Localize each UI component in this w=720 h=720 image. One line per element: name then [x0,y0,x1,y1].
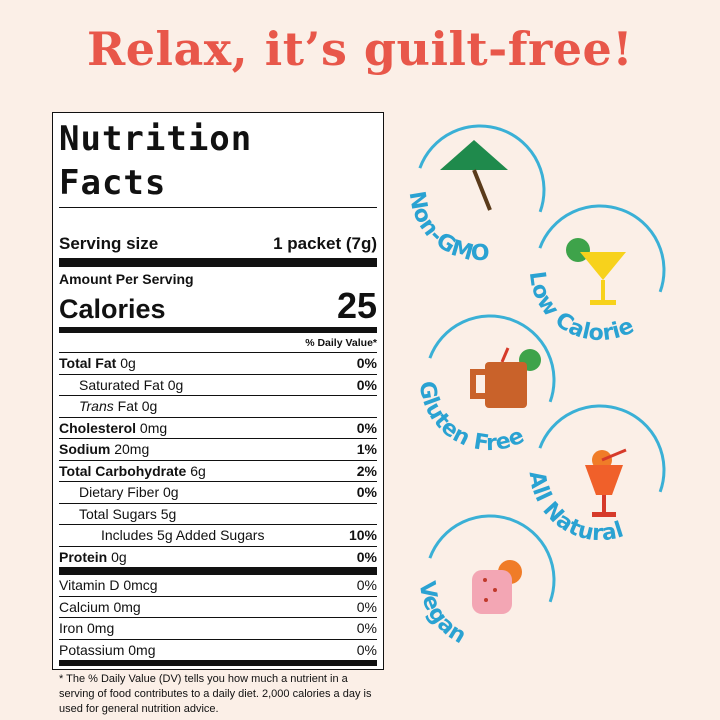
serving-value: 1 packet (7g) [273,234,377,253]
vitamin-row: Calcium 0mg 0% [59,597,377,618]
badge-text: Low Calorie [524,270,638,346]
nutrient-name: Total Carbohydrate [59,462,187,479]
nutrient-dv: 1% [356,441,377,457]
badge-arc [538,404,666,493]
nutrient-dv: 0% [356,355,377,371]
nutrient-dv: 0% [356,376,377,393]
serving-label: Serving size [59,234,159,253]
vitamin-dv: 0% [356,577,377,593]
dv-header: % Daily Value* [59,333,377,353]
nutrient-amount: 0mg [139,419,168,436]
nutrient-dv: 0% [356,419,377,436]
badge-label: Vegan [414,580,471,649]
calories-label: Calories [59,294,166,324]
footnote: * The % Daily Value (DV) tells you how m… [59,673,372,715]
mug-icon [470,347,541,408]
amount-per-serving: Amount Per Serving [59,271,194,287]
nutrition-label: Nutrition Facts Serving size 1 packet (7… [52,112,384,715]
vitamin-name: Iron 0mg [59,620,115,636]
cocktail-icon [585,448,627,517]
nutrient-name: Sodium [59,441,111,457]
badge-arc [428,514,556,603]
vitamin-name: Vitamin D 0mcg [59,577,158,593]
nutrient-row: Cholesterol 0mg 0% [59,418,377,439]
badge-arc [428,314,556,403]
calories-value: 25 [336,285,377,326]
nutrient-row: Includes 5g Added Sugars 10% [59,525,377,547]
nutrient-row: Total Sugars 5g [59,504,377,525]
nutrient-name: Protein [59,548,108,565]
nutrient-dv: 10% [348,527,377,543]
vitamin-dv: 0% [356,620,377,636]
nutrient-name: Total Sugars 5g [79,505,177,522]
badge-label: Low Calorie [524,270,638,346]
nutrient-name: Fat 0g [117,398,158,414]
nutrient-row: Saturated Fat 0g 0% [59,375,377,396]
vitamin-row: Potassium 0mg 0% [59,640,377,666]
nutrient-name: Total Fat [59,355,117,371]
nutrient-row: Sodium 20mg 1% [59,439,377,461]
nutrient-name: Cholesterol [59,419,137,436]
nutrient-amount: 20mg [114,441,150,457]
nutrient-amount: 6g [190,462,206,479]
serving-row: Serving size 1 packet (7g) [59,234,377,267]
vitamin-name: Calcium 0mg [59,598,141,615]
nutrient-dv: 0% [356,484,377,500]
nutrient-dv: 2% [356,462,377,479]
nutrient-row: Total Carbohydrate 6g 2% [59,461,377,482]
pink-drink-icon [472,560,522,614]
nutrient-row: Dietary Fiber 0g 0% [59,482,377,504]
nutrient-row: Trans Fat 0g [59,396,377,418]
vitamin-row: Vitamin D 0mcg 0% [59,575,377,597]
nutrient-name: Dietary Fiber 0g [79,484,179,500]
badge-arc [418,124,546,213]
badge-text: Vegan [414,580,471,649]
nutrient-dv: 0% [356,548,377,565]
label-title: Nutrition Facts [59,117,377,208]
vitamin-dv: 0% [356,641,377,658]
nutrient-amount: 0g [111,548,127,565]
nutrient-amount: 0g [120,355,136,371]
nutrient-row: Protein 0g 0% [59,547,377,575]
vitamin-row: Iron 0mg 0% [59,618,377,640]
calories-row: Calories 25 [59,287,377,333]
nutrient-row: Total Fat 0g 0% [59,353,377,375]
badge-text: Non-GMO [404,189,490,266]
umbrella-icon [440,140,508,211]
vitamin-name: Potassium 0mg [59,641,156,658]
badge-label: Non-GMO [404,189,490,266]
headline: Relax, it’s guilt-free! [86,22,634,76]
nutrient-name: Includes 5g Added Sugars [101,527,265,543]
nutrient-name-italic: Trans [79,398,114,414]
badge-arc [538,204,666,293]
nutrient-name: Saturated Fat 0g [79,376,184,393]
margarita-icon [566,238,626,305]
vitamin-dv: 0% [356,598,377,615]
